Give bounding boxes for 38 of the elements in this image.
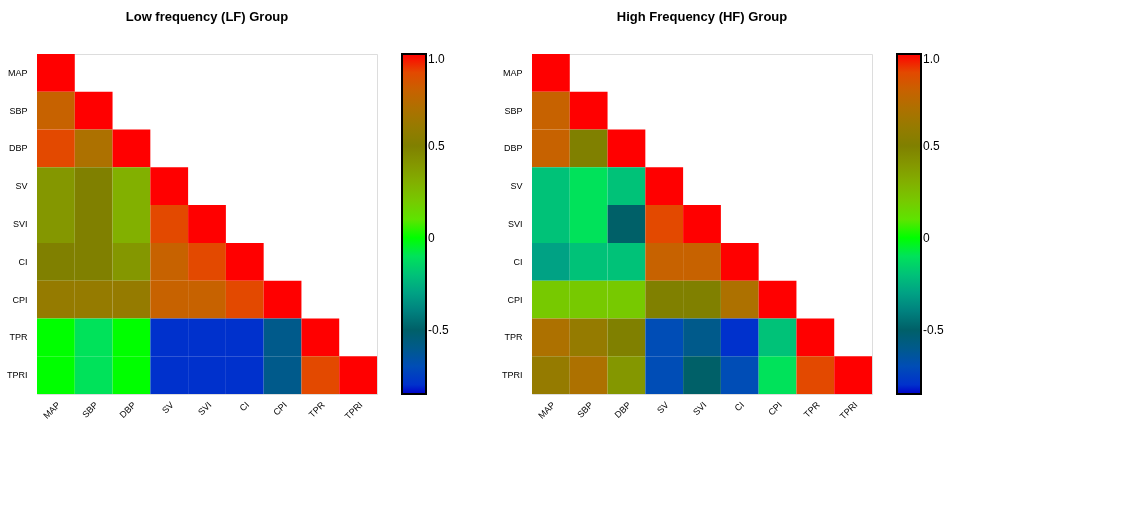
y-tick-label: DBP — [8, 143, 28, 154]
x-tick-label: CI — [237, 399, 252, 414]
y-tick-label: CI — [18, 256, 28, 267]
color-bar-label: 1.0 — [428, 52, 446, 66]
y-tick-label: DBP — [503, 143, 523, 154]
x-tick-label: SV — [160, 399, 176, 416]
x-tick-label: TPR — [306, 399, 328, 420]
y-tick-label: SBP — [9, 105, 28, 116]
color-bar-label: -0.5 — [428, 322, 449, 337]
y-tick-label: SVI — [507, 219, 523, 229]
chart-title: Low frequency (LF) Group — [125, 9, 289, 24]
color-bar-label: -0.5 — [923, 322, 944, 337]
y-tick-label: SV — [15, 181, 28, 192]
x-tick-label: CPI — [766, 399, 784, 418]
y-tick-label: TPRI — [6, 370, 28, 381]
y-tick-label: CPI — [507, 294, 523, 305]
x-tick-label: CI — [732, 399, 747, 414]
x-tick-label: SVI — [691, 399, 709, 418]
y-tick-label: MAP — [7, 67, 28, 78]
x-tick-label: TPR — [801, 399, 823, 420]
color-bar-label: 0 — [428, 230, 435, 245]
x-tick-label: CPI — [271, 399, 289, 418]
color-bar-label: 0.5 — [923, 138, 941, 153]
x-tick-label: SV — [655, 399, 671, 416]
color-bar-label: 0.5 — [428, 138, 446, 153]
color-bar-label: 1.0 — [923, 52, 941, 66]
y-tick-label: SV — [510, 181, 523, 192]
y-tick-label: TPR — [504, 332, 523, 343]
y-tick-label: SBP — [504, 105, 523, 116]
y-tick-label: CPI — [12, 294, 28, 305]
color-bar-label: 0 — [923, 230, 930, 245]
y-tick-label: CI — [513, 256, 523, 267]
chart-title: High Frequency (HF) Group — [616, 9, 788, 24]
y-tick-label: MAP — [502, 67, 523, 78]
y-tick-label: TPR — [9, 332, 28, 343]
y-tick-label: TPRI — [501, 370, 523, 381]
y-tick-label: SVI — [12, 219, 28, 229]
x-tick-label: SVI — [196, 399, 214, 418]
